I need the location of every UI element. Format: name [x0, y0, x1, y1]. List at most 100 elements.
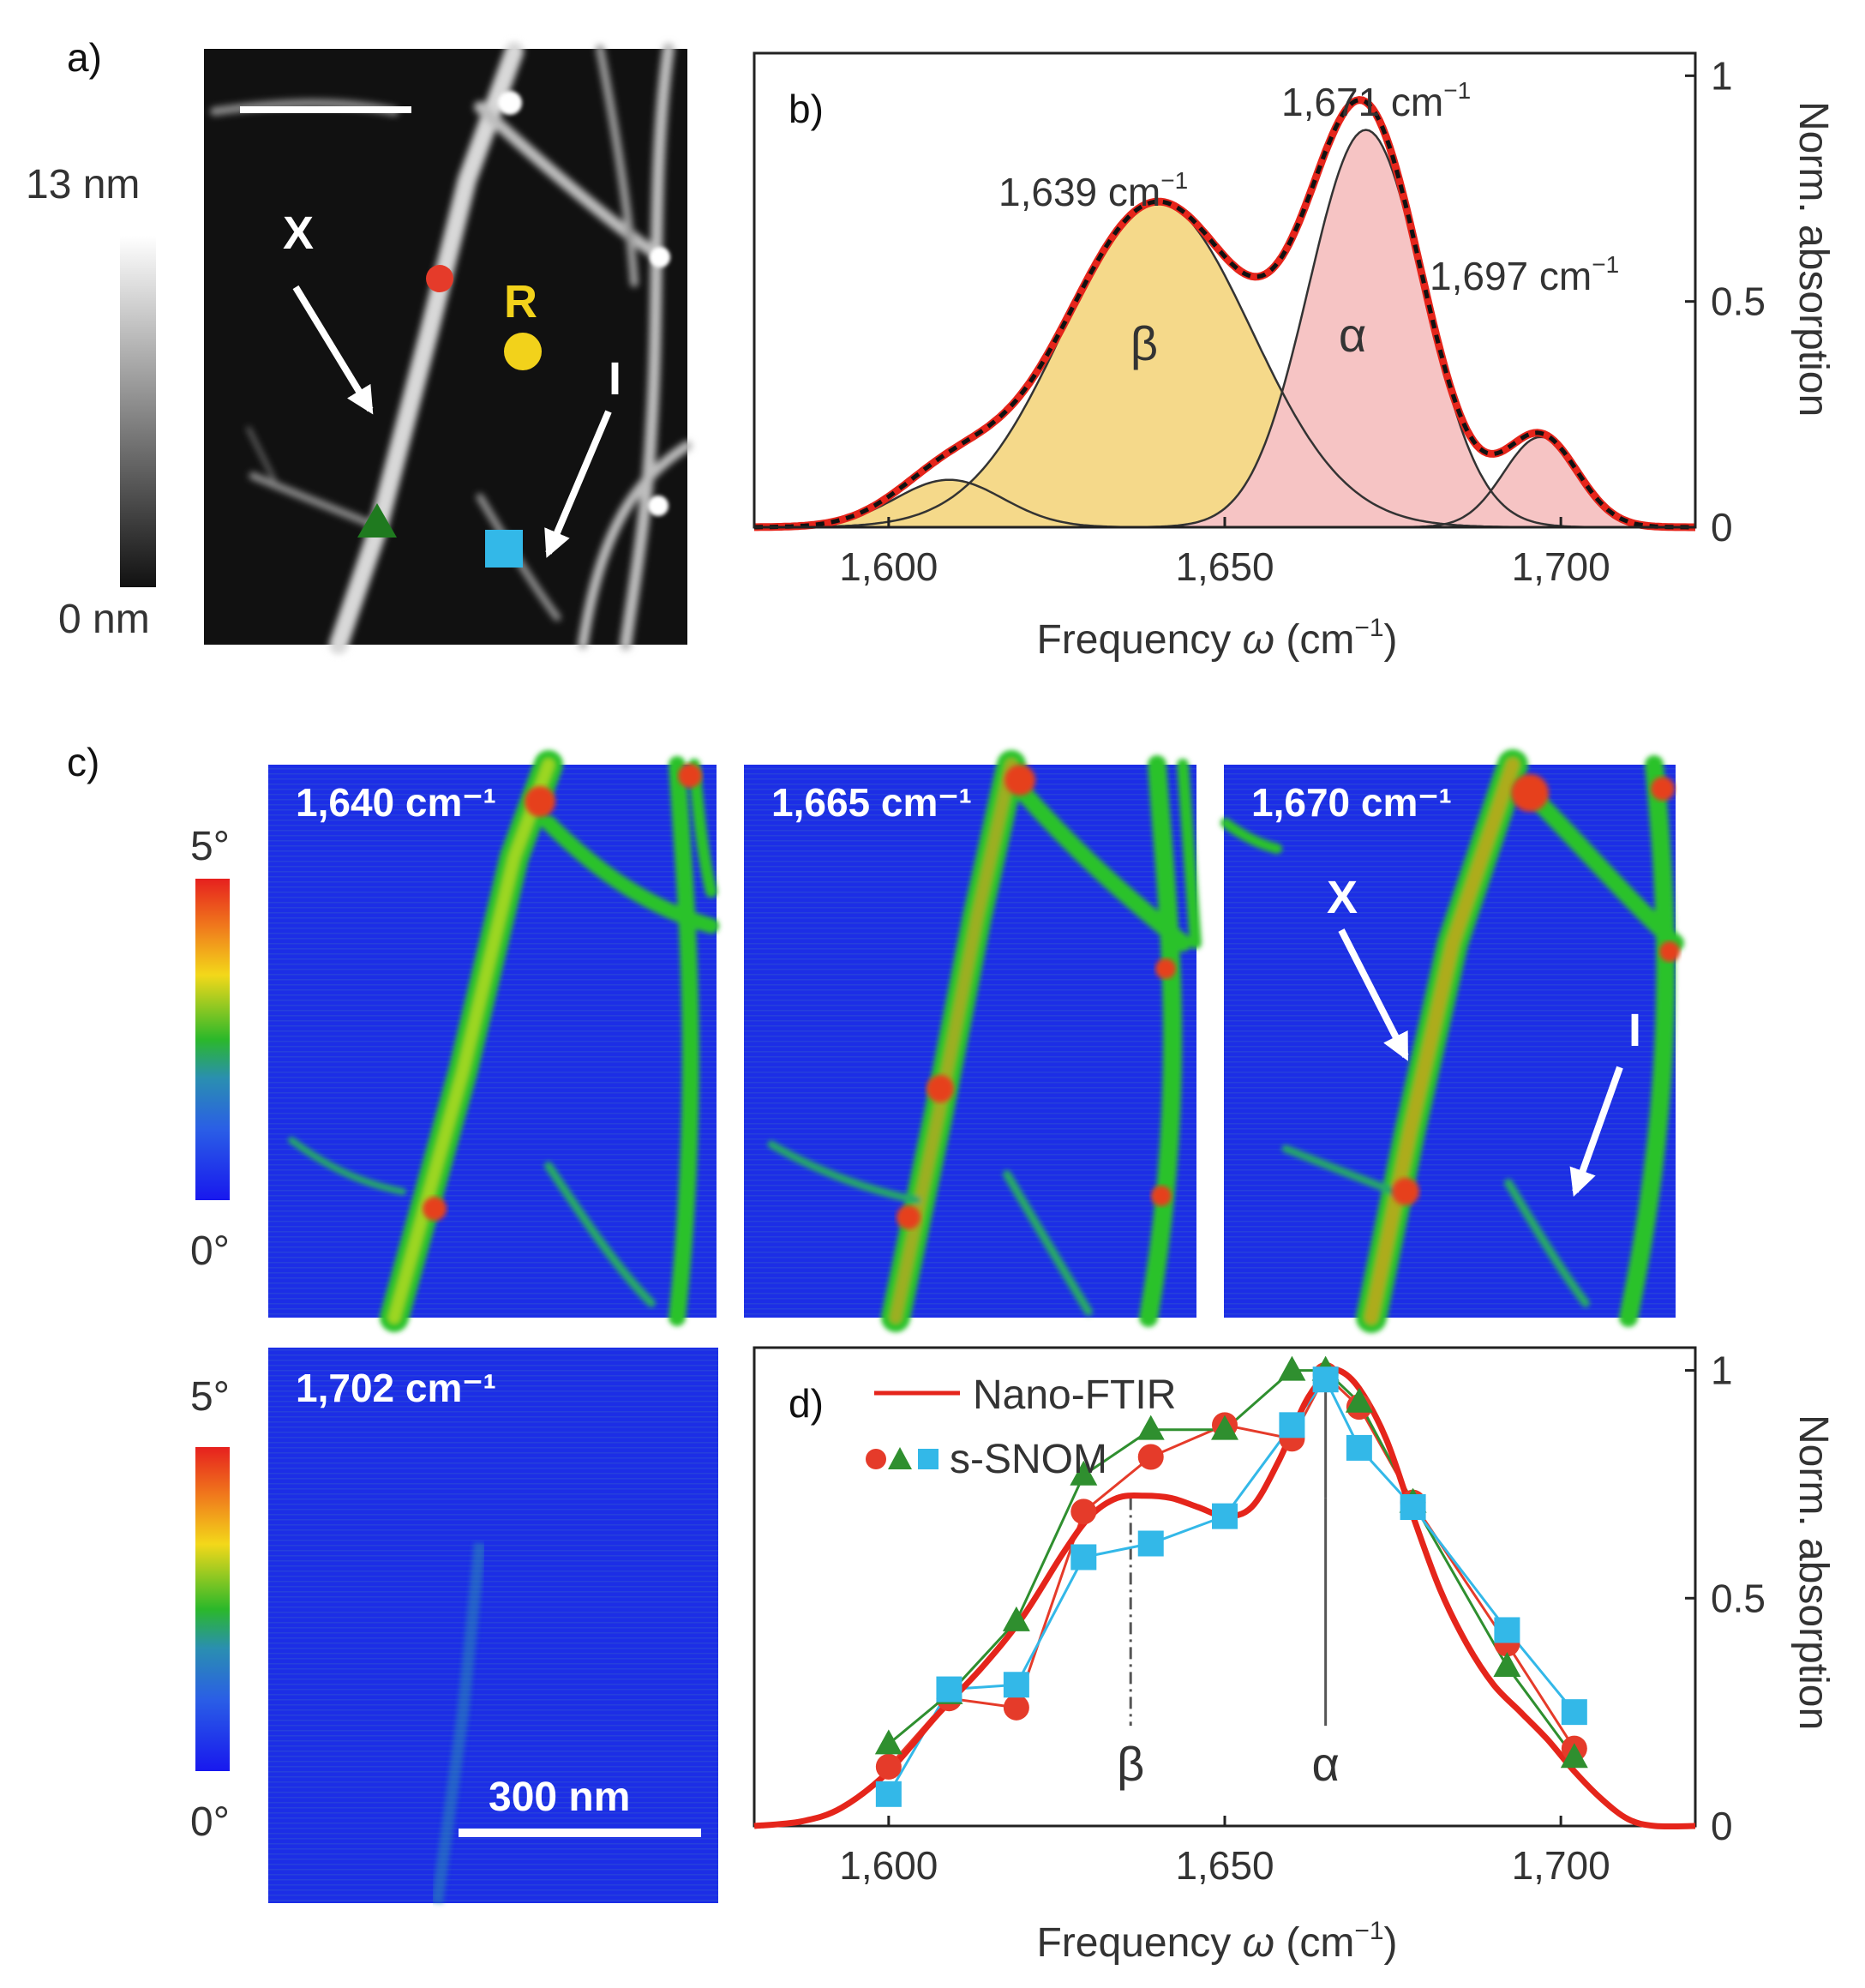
- chart-b-sum-red: [754, 96, 1695, 532]
- chart-d-point-circle: [1212, 1412, 1238, 1438]
- chart-b-ytick-label: 0.5: [1711, 279, 1766, 324]
- chart-d-point-triangle: [1070, 1460, 1098, 1486]
- chart-b-xtick-label: 1,650: [1175, 544, 1274, 589]
- chart-d-point-square: [936, 1676, 962, 1703]
- chart-d-point-triangle: [1560, 1743, 1588, 1769]
- chart-d-point-square: [1003, 1672, 1029, 1698]
- chart-b-component-line-low: [754, 478, 1695, 529]
- chart-b-component-line-β: [754, 201, 1695, 529]
- chart-d-point-circle: [1561, 1735, 1587, 1762]
- chart-d-point-square: [1561, 1699, 1587, 1726]
- snom-colorbar-1-bottom: 0°: [190, 1228, 230, 1274]
- map-scalebar-label: 300 nm: [489, 1775, 630, 1820]
- chart-b-ytick-label: 0: [1711, 505, 1733, 550]
- map-scalebar: [459, 1829, 701, 1837]
- chart-d-xtick-label: 1,700: [1512, 1843, 1610, 1888]
- map-label-1670: 1,670 cm⁻¹: [1251, 780, 1452, 825]
- afm-label-x: X: [283, 207, 314, 259]
- chart-b-sum-dashed: [754, 98, 1695, 530]
- chart-d-point-square: [1212, 1503, 1238, 1529]
- chart-d-point-square: [1137, 1530, 1164, 1557]
- chart-b-xlabel: Frequency ω (cm−1): [1036, 614, 1397, 663]
- chart-b-component-line-side: [754, 435, 1695, 529]
- legend-red-circle: [866, 1449, 886, 1469]
- snom-map-1670: 1,670 cm⁻¹ X I: [1220, 749, 1684, 1333]
- chart-b-component-fill-α: [754, 129, 1695, 527]
- chart-d-point-triangle: [935, 1679, 963, 1704]
- chart-d-point-circle: [1137, 1444, 1164, 1470]
- chart-d-point-triangle: [1399, 1487, 1427, 1513]
- chart-b-ann-1639: 1,639 cm−1: [998, 167, 1188, 214]
- chart-d-point-circle: [936, 1685, 962, 1712]
- chart-d-point-triangle: [1311, 1355, 1340, 1381]
- chart-b-component-fill-β: [754, 201, 1695, 528]
- snom-map-1665: 1,665 cm⁻¹: [744, 750, 1202, 1332]
- chart-d-point-triangle: [1211, 1414, 1238, 1440]
- panel-b-label: b): [789, 87, 824, 131]
- chart-d-point-square: [1346, 1434, 1372, 1461]
- chart-d-point-square: [1070, 1544, 1097, 1571]
- yellow-dot-marker: [504, 333, 542, 370]
- chart-d-point-circle: [875, 1753, 902, 1780]
- panel-a-label: a): [67, 35, 102, 80]
- chart-d-point-triangle: [1002, 1606, 1030, 1631]
- chart-d-point-triangle: [874, 1729, 903, 1755]
- snom-colorbar-2: [195, 1447, 230, 1771]
- legend-nano-ftir-label: Nano-FTIR: [973, 1372, 1176, 1418]
- chart-d-xtick-label: 1,600: [839, 1843, 938, 1888]
- chart-d-xtick-label: 1,650: [1175, 1843, 1274, 1888]
- chart-d-point-triangle: [1493, 1652, 1521, 1677]
- chart-d-point-circle: [1400, 1489, 1426, 1516]
- panel-c-label: c): [67, 740, 100, 784]
- red-dot-marker: [426, 265, 453, 292]
- chart-d-xlabel: Frequency ω (cm−1): [1036, 1917, 1397, 1966]
- chart-d-guide-label: β: [1117, 1737, 1144, 1791]
- map-label-i: I: [1628, 1005, 1641, 1056]
- snom-colorbar-2-top: 5°: [190, 1374, 230, 1420]
- chart-d-guide-label: α: [1311, 1737, 1339, 1791]
- panel-d-label: d): [789, 1381, 824, 1426]
- legend-s-snom-label: s-SNOM: [950, 1437, 1107, 1482]
- snom-map-1702: 1,702 cm⁻¹ 300 nm: [268, 1348, 718, 1904]
- chart-d-ytick-label: 0: [1711, 1804, 1733, 1848]
- chart-b-xtick-label: 1,600: [839, 544, 938, 589]
- chart-d-point-circle: [1494, 1631, 1520, 1657]
- chart-b-component-line-α: [754, 129, 1695, 529]
- snom-colorbar-2-bottom: 0°: [190, 1799, 230, 1845]
- chart-d-point-triangle: [1345, 1387, 1373, 1413]
- map-label-x: X: [1327, 872, 1358, 923]
- legend-blue-square: [918, 1449, 938, 1469]
- chart-b-ann-1671: 1,671 cm−1: [1281, 77, 1471, 124]
- afm-label-r: R: [504, 276, 537, 327]
- map-label-1640: 1,640 cm⁻¹: [296, 780, 496, 825]
- chart-d-point-circle: [1312, 1361, 1339, 1388]
- chart-d-ytick-label: 0.5: [1711, 1576, 1766, 1620]
- blue-square-marker: [485, 530, 523, 568]
- chart-d-frame: [753, 1346, 1697, 1828]
- chart-d-point-circle: [1279, 1426, 1305, 1452]
- chart-b-ylabel: Norm. absorption: [1790, 101, 1836, 417]
- chart-b-frame: [753, 51, 1697, 529]
- chart-b-xtick-label: 1,700: [1512, 544, 1610, 589]
- map-label-1665: 1,665 cm⁻¹: [771, 780, 972, 825]
- chart-d-series-line-0: [887, 1372, 1576, 1768]
- legend-green-triangle: [888, 1447, 912, 1469]
- snom-colorbar-1-top: 5°: [190, 824, 230, 869]
- chart-b-ytick-label: 1: [1711, 53, 1733, 98]
- chart-d-point-triangle: [1136, 1414, 1165, 1440]
- chart-b-component-fill-low: [754, 479, 1695, 527]
- chart-d-point-square: [1400, 1494, 1426, 1520]
- snom-colorbar-1: [195, 879, 230, 1200]
- chart-d-point-circle: [1346, 1394, 1372, 1420]
- chart-d-series-line-2: [887, 1377, 1575, 1795]
- chart-d-nano-ftir-line: [753, 1366, 1696, 1830]
- chart-b-ann-alpha: α: [1339, 308, 1366, 362]
- chart-d-point-square: [1494, 1617, 1520, 1643]
- chart-d-series-line-1: [887, 1369, 1576, 1759]
- chart-d-point-square: [1279, 1412, 1305, 1438]
- afm-colorbar: [120, 236, 156, 587]
